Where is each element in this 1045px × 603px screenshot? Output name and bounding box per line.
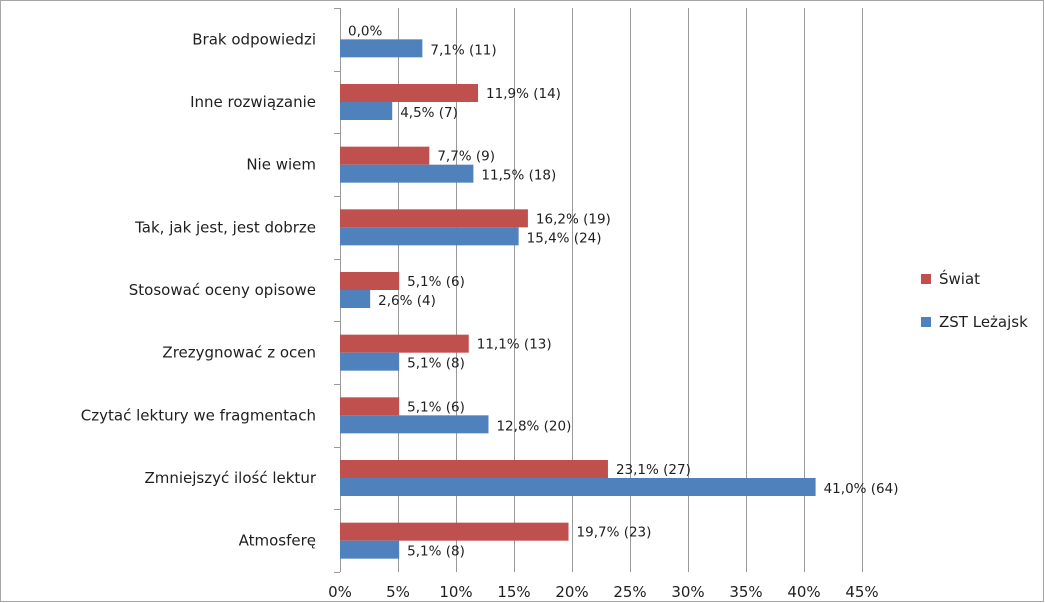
category-label: Zrezygnować z ocen — [162, 344, 316, 362]
bar-swiat — [340, 460, 608, 478]
data-label-zst-lezajsk: 7,1% (11) — [430, 42, 496, 58]
x-tick-label: 5% — [386, 583, 410, 601]
bar-swiat — [340, 84, 479, 102]
category-label: Nie wiem — [246, 156, 316, 174]
bar-swiat — [340, 522, 569, 541]
legend-label: Świat — [939, 269, 980, 288]
data-label-zst-lezajsk: 5,1% (8) — [407, 544, 465, 560]
legend-label: ZST Leżajsk — [939, 313, 1028, 331]
data-label-swiat: 0,0% — [348, 23, 382, 39]
bar-zst-lezajsk — [340, 352, 400, 371]
bar-swiat — [340, 146, 430, 165]
bar-zst-lezajsk — [340, 39, 423, 58]
bar-swiat — [340, 397, 400, 416]
bar-zst-lezajsk — [340, 540, 400, 559]
x-tick-label: 15% — [497, 583, 530, 601]
x-tick-label: 25% — [613, 583, 646, 601]
data-label-zst-lezajsk: 12,8% (20) — [496, 418, 571, 434]
category-label: Inne rozwiązanie — [190, 93, 316, 111]
data-label-zst-lezajsk: 41,0% (64) — [824, 481, 899, 497]
data-label-swiat: 7,7% (9) — [437, 149, 495, 165]
bar-zst-lezajsk — [340, 478, 816, 496]
category-label: Brak odpowiedzi — [192, 30, 316, 48]
x-tick-label: 20% — [555, 583, 588, 601]
legend-swatch — [921, 317, 931, 327]
data-label-zst-lezajsk: 11,5% (18) — [481, 168, 556, 184]
category-label: Atmosferę — [239, 532, 316, 550]
data-label-swiat: 16,2% (19) — [536, 211, 611, 227]
bar-zst-lezajsk — [340, 415, 489, 434]
bar-swiat — [340, 272, 400, 290]
bar-zst-lezajsk — [340, 227, 519, 246]
legend-swatch — [921, 274, 931, 284]
x-tick-label: 40% — [787, 583, 820, 601]
x-tick-label: 0% — [328, 583, 352, 601]
bar-zst-lezajsk — [340, 290, 371, 308]
data-label-swiat: 11,1% (13) — [477, 337, 552, 353]
bar-swiat — [340, 209, 528, 228]
data-label-zst-lezajsk: 2,6% (4) — [378, 293, 436, 309]
x-tick-label: 30% — [671, 583, 704, 601]
data-label-swiat: 19,7% (23) — [577, 525, 652, 541]
data-label-zst-lezajsk: 15,4% (24) — [527, 230, 602, 246]
bar-swiat — [340, 334, 469, 353]
bar-zst-lezajsk — [340, 102, 393, 120]
data-label-swiat: 11,9% (14) — [486, 86, 561, 102]
x-tick-label: 45% — [845, 583, 878, 601]
data-label-zst-lezajsk: 4,5% (7) — [400, 105, 458, 121]
data-label-swiat: 23,1% (27) — [616, 462, 691, 478]
bar-zst-lezajsk — [340, 164, 474, 183]
data-label-zst-lezajsk: 5,1% (8) — [407, 356, 465, 372]
data-label-swiat: 5,1% (6) — [407, 399, 465, 415]
category-label: Stosować oceny opisowe — [129, 281, 316, 299]
category-label: Czytać lektury we fragmentach — [81, 406, 316, 424]
x-tick-label: 10% — [439, 583, 472, 601]
x-tick-label: 35% — [729, 583, 762, 601]
data-label-swiat: 5,1% (6) — [407, 274, 465, 290]
category-label: Tak, jak jest, jest dobrze — [134, 218, 316, 236]
category-label: Zmniejszyć ilość lektur — [144, 469, 316, 487]
